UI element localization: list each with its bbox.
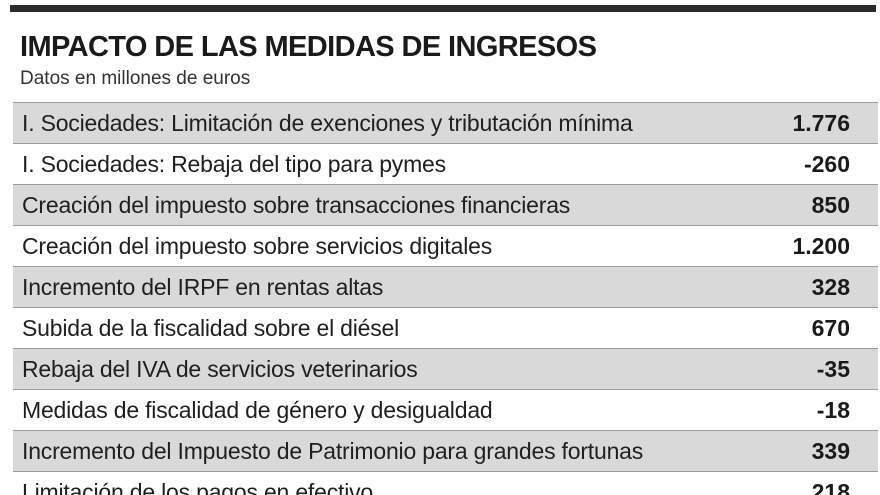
- row-value: 339: [811, 438, 850, 464]
- table-row: Subida de la fiscalidad sobre el diésel …: [13, 308, 878, 349]
- row-value: 218: [811, 479, 850, 495]
- row-value: 850: [811, 192, 850, 218]
- row-value: 670: [811, 315, 850, 341]
- table-row: Rebaja del IVA de servicios veterinarios…: [13, 349, 878, 390]
- table-title: IMPACTO DE LAS MEDIDAS DE INGRESOS: [20, 31, 597, 63]
- measures-table: I. Sociedades: Limitación de exenciones …: [13, 102, 878, 495]
- row-label: I. Sociedades: Limitación de exenciones …: [22, 110, 633, 136]
- row-label: Incremento del Impuesto de Patrimonio pa…: [22, 438, 644, 464]
- row-value: -35: [816, 356, 850, 382]
- top-rule: [10, 5, 876, 12]
- table-row: I. Sociedades: Limitación de exenciones …: [13, 103, 878, 144]
- table-row: Limitación de los pagos en efectivo 218: [13, 472, 878, 495]
- table-row: Creación del impuesto sobre servicios di…: [13, 226, 878, 267]
- row-label: Limitación de los pagos en efectivo: [22, 479, 373, 495]
- row-value: 328: [811, 274, 850, 300]
- row-label: Rebaja del IVA de servicios veterinarios: [22, 356, 418, 382]
- row-label: Medidas de fiscalidad de género y desigu…: [22, 397, 493, 423]
- row-label: Incremento del IRPF en rentas altas: [22, 274, 384, 300]
- row-label: I. Sociedades: Rebaja del tipo para pyme…: [22, 151, 446, 177]
- table-row: Medidas de fiscalidad de género y desigu…: [13, 390, 878, 431]
- table-row: Incremento del Impuesto de Patrimonio pa…: [13, 431, 878, 472]
- table-row: Creación del impuesto sobre transaccione…: [13, 185, 878, 226]
- table-subtitle: Datos en millones de euros: [20, 68, 251, 89]
- table-row: Incremento del IRPF en rentas altas 328: [13, 267, 878, 308]
- row-label: Creación del impuesto sobre servicios di…: [22, 233, 492, 259]
- row-value: 1.776: [792, 110, 850, 136]
- row-value: -18: [816, 397, 850, 423]
- row-label: Creación del impuesto sobre transaccione…: [22, 192, 571, 218]
- row-label: Subida de la fiscalidad sobre el diésel: [22, 315, 400, 341]
- table-row: I. Sociedades: Rebaja del tipo para pyme…: [13, 144, 878, 185]
- row-value: 1.200: [792, 233, 850, 259]
- row-value: -260: [803, 151, 850, 177]
